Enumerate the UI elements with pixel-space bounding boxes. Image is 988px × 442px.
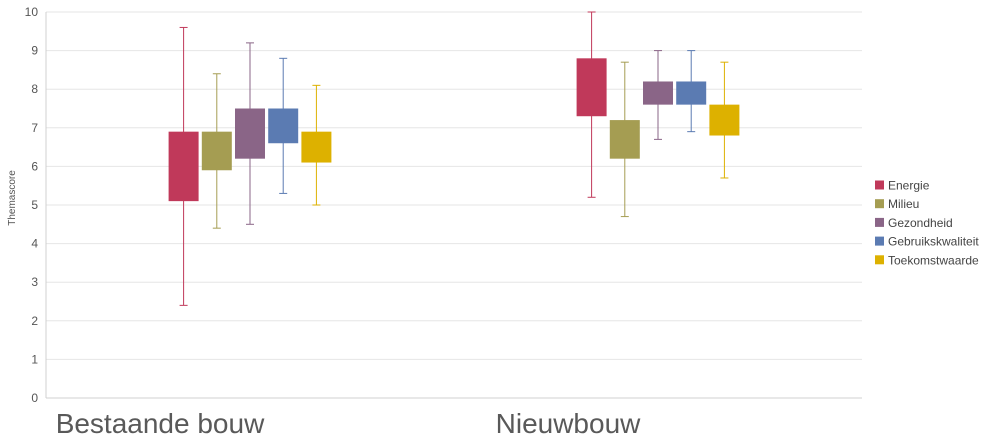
box-body xyxy=(235,108,265,159)
box-body xyxy=(576,58,607,117)
legend-item: Gezondheid xyxy=(875,216,953,230)
gridlines xyxy=(45,11,862,399)
y-tick-label: 1 xyxy=(31,352,38,366)
legend-label: Energie xyxy=(888,179,930,193)
legend-item: Milieu xyxy=(875,197,919,211)
legend-item: Toekomstwaarde xyxy=(875,253,979,267)
box-milieu-2 xyxy=(609,61,640,218)
y-tick-label: 6 xyxy=(31,159,38,173)
y-axis-title: Themascore xyxy=(7,170,18,226)
y-tick-label: 3 xyxy=(31,275,38,289)
y-tick-label: 0 xyxy=(31,391,38,405)
y-tick-label: 5 xyxy=(31,198,38,212)
legend-swatch xyxy=(875,236,884,246)
legend-item: Energie xyxy=(875,179,930,193)
y-tick-label: 8 xyxy=(31,82,38,96)
x-axis-categories: Bestaande bouw Nieuwbouw xyxy=(56,408,641,439)
legend-label: Toekomstwaarde xyxy=(888,253,979,267)
y-tick-label: 4 xyxy=(31,237,38,251)
box-gebruikskwaliteit-1 xyxy=(268,57,299,194)
legend-swatch xyxy=(875,217,884,227)
legend-label: Milieu xyxy=(888,197,919,211)
y-tick-label: 10 xyxy=(25,5,39,19)
y-tick-label: 9 xyxy=(31,44,38,58)
box-body xyxy=(609,120,640,159)
box-toekomstwaarde-1 xyxy=(301,84,332,206)
box-body xyxy=(268,108,299,144)
box-gebruikskwaliteit-2 xyxy=(676,50,707,133)
box-body xyxy=(643,81,673,105)
box-milieu-1 xyxy=(201,73,232,229)
box-energie-1 xyxy=(168,26,199,306)
legend: Energie Milieu Gezondheid Gebruikskwaliteit… xyxy=(875,179,979,267)
x-category-label: Nieuwbouw xyxy=(496,408,642,439)
legend-swatch xyxy=(875,180,884,190)
legend-swatch xyxy=(875,255,884,265)
box-body xyxy=(709,104,740,136)
legend-label: Gebruikskwaliteit xyxy=(888,235,979,249)
legend-item: Gebruikskwaliteit xyxy=(875,235,979,249)
box-body xyxy=(301,131,332,163)
legend-label: Gezondheid xyxy=(888,216,953,230)
box-body xyxy=(168,131,199,202)
y-tick-label: 2 xyxy=(31,314,38,328)
box-body xyxy=(676,81,707,105)
y-axis-ticks: 0 1 2 3 4 5 6 7 8 9 10 xyxy=(25,5,39,405)
box-energie-2 xyxy=(576,11,607,198)
legend-swatch xyxy=(875,199,884,209)
box-gezondheid-1 xyxy=(235,42,265,225)
box-series xyxy=(168,11,740,306)
box-gezondheid-2 xyxy=(643,50,673,140)
box-toekomstwaarde-2 xyxy=(709,61,740,179)
y-tick-label: 7 xyxy=(31,121,38,135)
box-body xyxy=(201,131,232,171)
x-category-label: Bestaande bouw xyxy=(56,408,265,439)
